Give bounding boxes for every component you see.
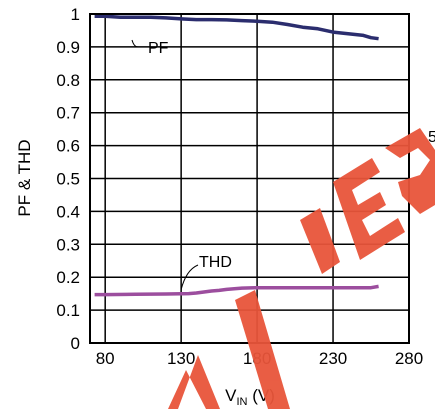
x-axis-title-main: V [225, 386, 237, 405]
edge-fragment-text: 5 [428, 129, 435, 146]
series-line-thd [94, 284, 379, 297]
thd-leader-curve [180, 264, 199, 291]
x-tick-label: 80 [96, 349, 115, 368]
series-line-pf [94, 14, 379, 41]
x-tick-label: 130 [167, 349, 195, 368]
y-tick-label: 0.8 [56, 71, 80, 90]
y-tick-label: 0 [71, 334, 80, 353]
y-axis-title: PF & THD [15, 139, 34, 216]
watermark-stroke-5 [385, 128, 435, 214]
y-tick-label: 0.6 [56, 137, 80, 156]
watermark-stroke-4 [333, 158, 405, 260]
y-tick-label: 0.1 [56, 301, 80, 320]
x-axis-title-subscript: IN [236, 396, 247, 408]
watermark [148, 128, 435, 409]
thd-annotation: THD [199, 254, 232, 271]
y-tick-label: 0.5 [56, 170, 80, 189]
x-tick-label: 230 [319, 349, 347, 368]
y-tick-label: 1 [71, 5, 80, 24]
y-tick-label: 0.9 [56, 38, 80, 57]
watermark-stroke-1 [148, 355, 220, 409]
y-tick-label: 0.3 [56, 235, 80, 254]
x-tick-label: 280 [395, 349, 423, 368]
pf-annotation: PF [148, 40, 169, 57]
y-tick-label: 0.7 [56, 104, 80, 123]
series-group [94, 14, 379, 297]
y-tick-labels: 0 0.1 0.2 0.3 0.4 0.5 0.6 0.7 0.8 0.9 1 [56, 5, 80, 353]
y-tick-label: 0.2 [56, 268, 80, 287]
watermark-stroke-3 [300, 208, 340, 274]
y-tick-label: 0.4 [56, 202, 80, 221]
pf-leader-curve [131, 39, 139, 48]
watermark-stroke-2 [235, 290, 290, 409]
